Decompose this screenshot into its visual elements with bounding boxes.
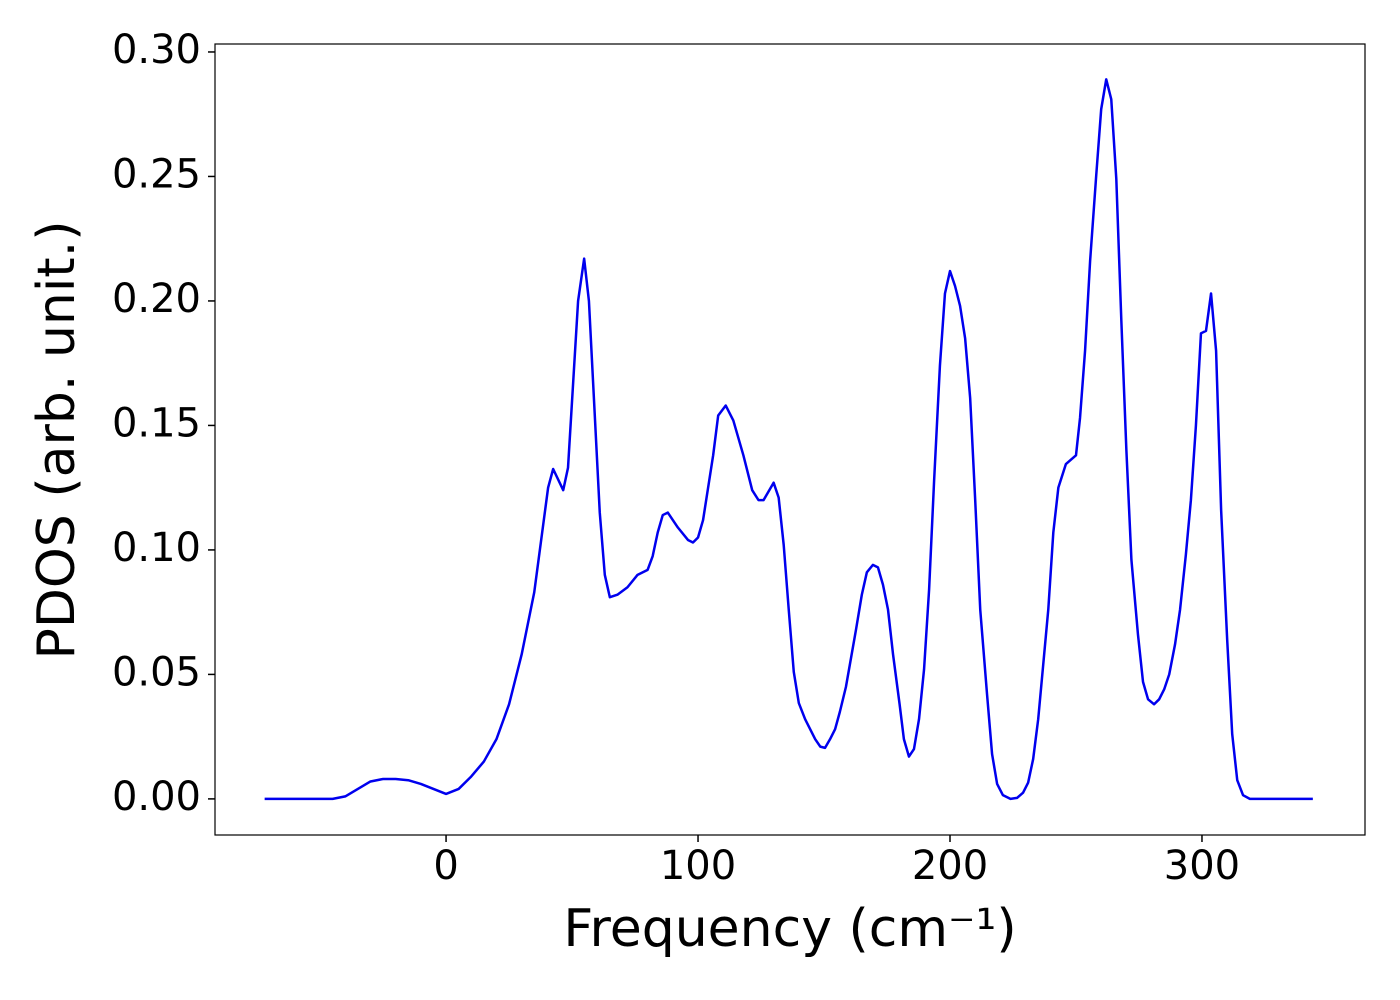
x-axis-label: Frequency (cm⁻¹) xyxy=(563,899,1016,959)
line xyxy=(264,78,1313,801)
x-tick-label: 300 xyxy=(1164,843,1240,889)
y-tick-label: 0.05 xyxy=(112,649,201,695)
plot-frame xyxy=(214,43,1366,836)
x-tick-label: 200 xyxy=(912,843,988,889)
y-tick-label: 0.10 xyxy=(112,525,201,571)
y-tick-label: 0.00 xyxy=(112,774,201,820)
y-axis-label: PDOS (arb. unit.) xyxy=(27,220,87,659)
y-tick-label: 0.20 xyxy=(112,276,201,322)
x-tick-label: 100 xyxy=(660,843,736,889)
y-tick-label: 0.15 xyxy=(112,400,201,446)
x-tick-label: 0 xyxy=(433,843,458,889)
y-tick-label: 0.30 xyxy=(112,27,201,73)
y-tick-label: 0.25 xyxy=(112,151,201,197)
